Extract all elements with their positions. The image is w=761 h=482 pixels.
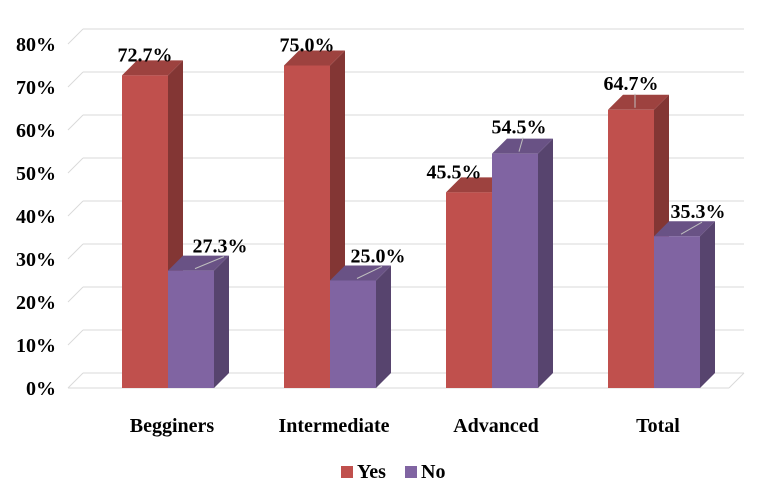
bar-side: [376, 265, 391, 388]
y-tick-label: 50%: [16, 163, 56, 185]
bar-no-advanced: [492, 138, 553, 388]
y-tick-label: 10%: [16, 335, 56, 357]
data-label: 72.7%: [118, 44, 173, 66]
data-label: 45.5%: [427, 161, 482, 183]
bar-front: [608, 109, 654, 388]
gridline-depth: [67, 114, 84, 131]
bar-front: [446, 192, 492, 388]
bar-front: [654, 236, 700, 388]
legend-swatch: [405, 466, 417, 478]
data-label: 75.0%: [280, 35, 335, 57]
y-tick-label: 40%: [16, 206, 56, 228]
bar-side: [700, 221, 715, 388]
x-category-label: Begginers: [130, 415, 215, 437]
bar-side: [214, 255, 229, 388]
gridline-depth: [67, 71, 84, 88]
legend: Yes No: [341, 461, 445, 482]
legend-item-yes: Yes: [341, 461, 386, 482]
bar-front: [122, 75, 168, 388]
bar-front: [284, 65, 330, 388]
x-category-label: Advanced: [453, 415, 539, 437]
gridline-depth: [67, 329, 84, 346]
bar-no-begginers: [168, 255, 229, 388]
bar-no-total: [654, 221, 715, 388]
y-tick-label: 80%: [16, 34, 56, 56]
data-label: 27.3%: [193, 236, 248, 258]
gridline-depth: [67, 28, 84, 45]
y-tick-label: 20%: [16, 292, 56, 314]
bar-side: [538, 138, 553, 388]
y-tick-label: 70%: [16, 77, 56, 99]
data-label: 35.3%: [671, 201, 726, 223]
data-label: 54.5%: [492, 117, 547, 139]
label-leader-line: [680, 221, 703, 235]
bar-top: [284, 50, 345, 66]
legend-swatch: [341, 466, 353, 478]
bar-front: [168, 270, 214, 388]
y-tick-label: 0%: [26, 378, 56, 400]
gridline-depth: [67, 286, 84, 303]
bar-top: [168, 255, 229, 271]
bar-top: [492, 138, 553, 154]
y-tick-label: 30%: [16, 249, 56, 271]
gridline-depth: [67, 200, 84, 217]
bar-top: [608, 94, 669, 110]
y-tick-label: 60%: [16, 120, 56, 142]
bar-front: [492, 153, 538, 388]
bar-top: [122, 60, 183, 76]
x-category-label: Total: [636, 415, 680, 437]
x-category-label: Intermediate: [278, 415, 389, 437]
gridline-depth: [67, 372, 84, 389]
data-labels: 72.7% 27.3% 75.0% 25.0% 45.5% 54.5% 64.7% 35.3%: [118, 35, 726, 279]
legend-label: No: [421, 461, 445, 482]
bar-no-intermediate: [330, 265, 391, 388]
data-label: 25.0%: [351, 246, 406, 268]
bar-front: [330, 280, 376, 388]
label-leader-line: [518, 137, 524, 152]
data-label: 64.7%: [604, 73, 659, 95]
bars: [122, 50, 715, 388]
legend-label: Yes: [357, 461, 386, 482]
x-axis-categories: Begginers Intermediate Advanced Total: [130, 415, 681, 437]
label-leader-line: [356, 266, 383, 279]
bar-top: [446, 177, 507, 193]
y-axis-ticks: 0% 10% 20% 30% 40% 50% 60% 70% 80%: [16, 34, 56, 400]
bar-top: [654, 221, 715, 237]
gridline-depth: [67, 157, 84, 174]
floor-edge: [728, 372, 745, 389]
gridline-depth: [67, 243, 84, 260]
label-leader-line: [194, 256, 225, 270]
legend-item-no: No: [405, 461, 445, 482]
